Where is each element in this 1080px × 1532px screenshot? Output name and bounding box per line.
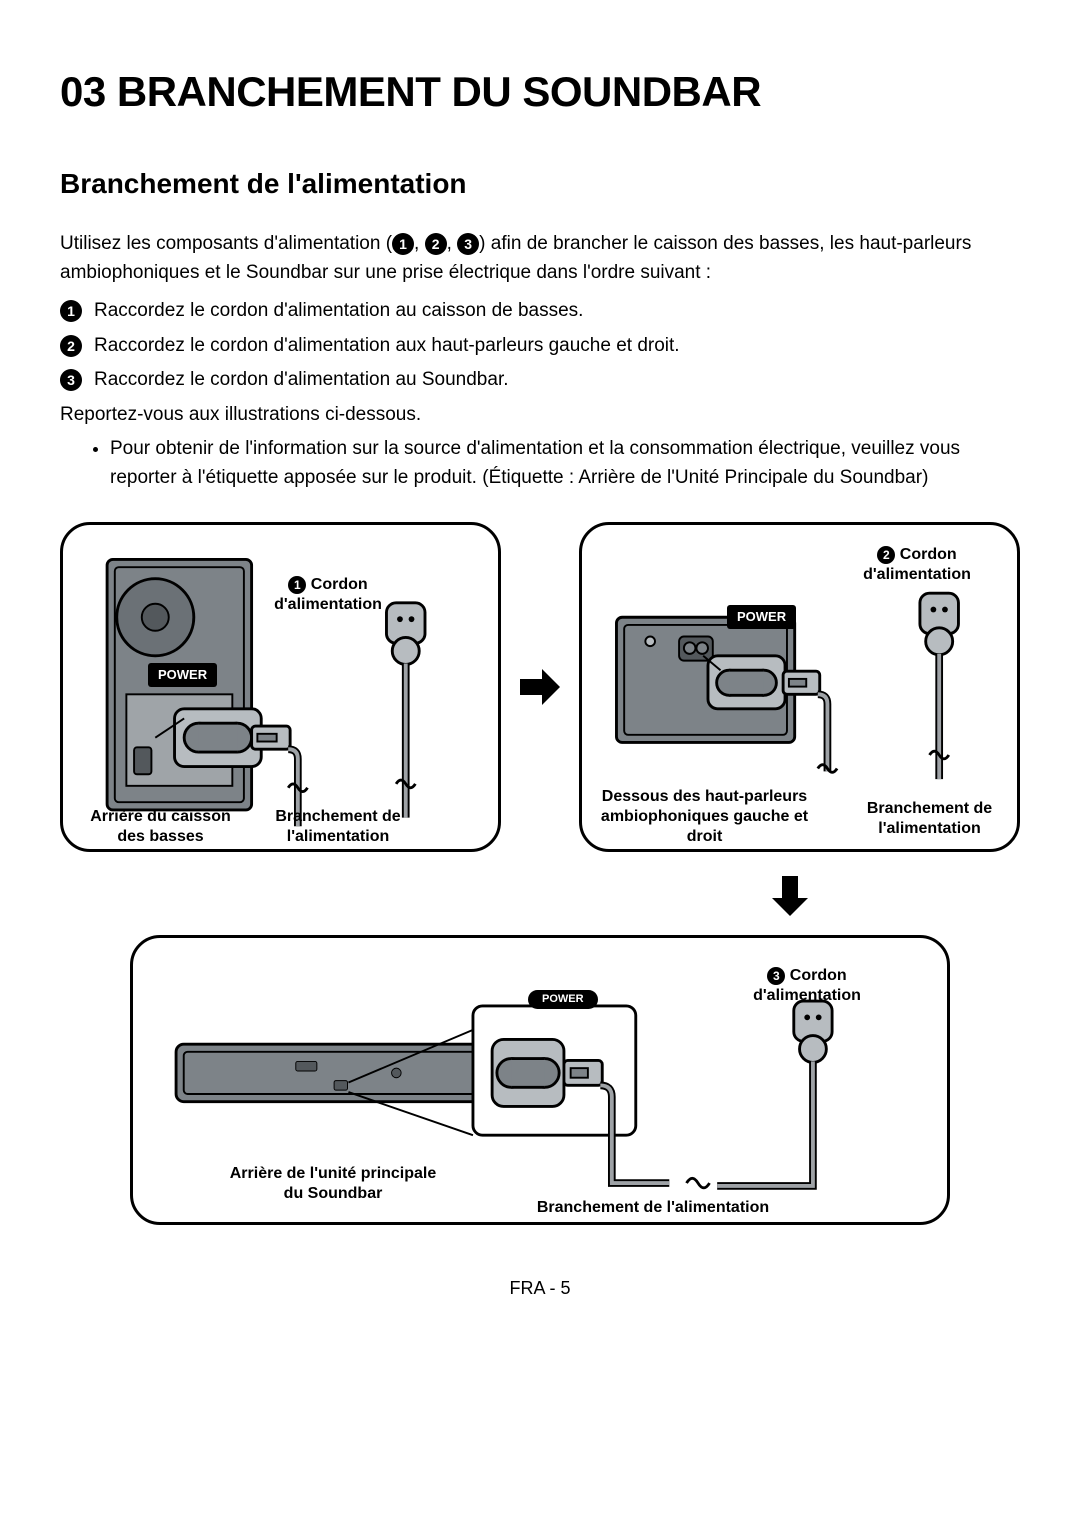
step-item: 3 Raccordez le cordon d'alimentation au S…	[60, 366, 1020, 395]
panel2-num-badge: 2	[877, 546, 895, 564]
step-text: Raccordez le cordon d'alimentation au So…	[94, 366, 509, 395]
panel2-cordon-label: 2 Cordon d'alimentation	[837, 545, 997, 585]
intro-sep-2: ,	[447, 233, 458, 254]
power-tag-text: POWER	[727, 605, 796, 629]
panel-subwoofer: 1 Cordon d'alimentation POWER Arrière du…	[60, 522, 501, 852]
number-badge-2: 2	[425, 233, 447, 255]
panel2-bottom-left: Dessous des haut-parleurs ambiophoniques…	[592, 787, 817, 847]
steps-list: 1 Raccordez le cordon d'alimentation au c…	[60, 297, 1020, 395]
arrow-down-icon	[766, 872, 814, 920]
panel1-bottom-left: Arrière du caisson des basses	[83, 807, 238, 847]
step-text: Raccordez le cordon d'alimentation au ca…	[94, 297, 583, 326]
step-item: 1 Raccordez le cordon d'alimentation au c…	[60, 297, 1020, 326]
subsection-heading: Branchement de l'alimentation	[60, 163, 1020, 205]
diagram-row-top: 1 Cordon d'alimentation POWER Arrière du…	[60, 522, 1020, 852]
step-badge-3: 3	[60, 369, 82, 391]
step-badge-1: 1	[60, 300, 82, 322]
step-text: Raccordez le cordon d'alimentation aux h…	[94, 332, 680, 361]
step-badge-2: 2	[60, 335, 82, 357]
reference-line: Reportez-vous aux illustrations ci-desso…	[60, 401, 1020, 430]
section-number: 03	[60, 68, 106, 115]
page-footer: FRA - 5	[60, 1275, 1020, 1302]
arrow-down-wrap	[60, 872, 1020, 920]
panel3-bottom-label: Branchement de l'alimentation	[503, 1198, 803, 1218]
panel1-bottom-right: Branchement de l'alimentation	[258, 807, 418, 847]
power-tag-text: POWER	[148, 663, 217, 687]
panel3-power-tag: POWER	[528, 986, 598, 1010]
number-badge-1: 1	[392, 233, 414, 255]
panel3-num-badge: 3	[767, 967, 785, 985]
panel2-bottom-right: Branchement de l'alimentation	[857, 799, 1002, 839]
panel2-power-tag: POWER	[727, 605, 796, 629]
panel1-power-tag: POWER	[148, 663, 217, 687]
panel3-cordon-label: 3 Cordon d'alimentation	[727, 966, 887, 1006]
panel-surround-speakers: 2 Cordon d'alimentation POWER Dessous de…	[579, 522, 1020, 852]
power-tag-text: POWER	[528, 990, 598, 1009]
section-heading: 03 BRANCHEMENT DU SOUNDBAR	[60, 60, 1020, 123]
note-item: Pour obtenir de l'information sur la sou…	[110, 435, 1020, 492]
panel3-left-label: Arrière de l'unité principale du Soundba…	[218, 1164, 448, 1204]
panel1-cordon-label: 1 Cordon d'alimentation	[243, 575, 413, 615]
intro-sep-1: ,	[414, 233, 425, 254]
section-title: BRANCHEMENT DU SOUNDBAR	[117, 68, 761, 115]
panel1-num-badge: 1	[288, 576, 306, 594]
step-item: 2 Raccordez le cordon d'alimentation aux …	[60, 332, 1020, 361]
intro-paragraph: Utilisez les composants d'alimentation (…	[60, 230, 1020, 287]
note-list: Pour obtenir de l'information sur la sou…	[60, 435, 1020, 492]
intro-before: Utilisez les composants d'alimentation (	[60, 233, 392, 254]
panel-soundbar: POWER 3 Cordon d'alimentation Arrière de…	[130, 935, 950, 1225]
arrow-right-icon	[516, 663, 564, 711]
number-badge-3: 3	[457, 233, 479, 255]
